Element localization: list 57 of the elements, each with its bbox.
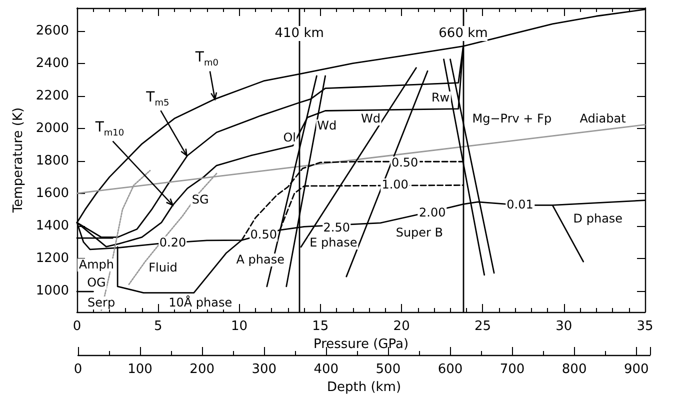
x2-tick-label: 0: [74, 362, 82, 377]
y-tick-label: 2400: [36, 56, 69, 71]
annotation: Mg−Prv + Fp: [471, 111, 553, 126]
ref-line-label: 410 km: [274, 26, 324, 41]
x2-tick-label: 400: [314, 362, 339, 377]
x2-tick-label: 700: [500, 362, 525, 377]
x2-tick-label: 800: [562, 362, 587, 377]
y-tick-label: 2600: [36, 23, 69, 38]
x-tick-label: 15: [312, 319, 329, 334]
annotation: Adiabat: [578, 111, 627, 126]
y-tick-label: 1800: [36, 153, 69, 168]
annotation: Wd: [360, 111, 382, 126]
y-tick-label: 1400: [36, 218, 69, 234]
annotation: T$_{m10}$: [94, 120, 126, 141]
annotation: A phase: [235, 252, 286, 266]
annotation: 2.00: [418, 205, 447, 220]
annotation: 0.20: [158, 236, 188, 250]
x-tick-label: 20: [393, 319, 410, 334]
annotation: Rw: [430, 90, 451, 104]
annotation: SG: [190, 192, 210, 207]
x2-tick-label: 300: [252, 362, 277, 377]
x2-tick-label: 900: [624, 362, 649, 377]
x-tick-label: 25: [474, 319, 491, 334]
x-tick-label: 35: [636, 319, 654, 334]
x2-tick-label: 200: [190, 362, 214, 377]
annotation: Amph: [78, 257, 116, 272]
x-tick-label: 10: [231, 319, 248, 334]
y-tick-label: 1000: [36, 283, 69, 298]
annotation: Super B: [394, 226, 444, 240]
annotation: Wd: [316, 118, 338, 132]
annotation: Serp: [86, 295, 116, 310]
y-tick-label: 1200: [36, 250, 69, 266]
annotation: 0.50: [249, 228, 278, 242]
y-tick-label: 1600: [36, 186, 69, 201]
annotation: T$_{m5}$: [145, 89, 170, 110]
x-axis-title: Pressure (GPa): [313, 337, 409, 352]
annotation: Ol: [282, 130, 297, 144]
x2-tick-label: 500: [376, 362, 401, 377]
y-tick-label: 2000: [36, 120, 69, 136]
x2-tick-label: 600: [438, 362, 463, 377]
annotation: 1.00: [380, 178, 410, 192]
x2-axis-title: Depth (km): [326, 380, 402, 395]
annotation: E phase: [308, 236, 358, 250]
x-tick-label: 5: [154, 319, 162, 334]
annotation: T$_{m0}$: [194, 50, 220, 71]
annotation: D phase: [572, 212, 624, 226]
y-tick-label: 2200: [36, 88, 69, 104]
x2-tick-label: 100: [128, 362, 152, 377]
annotation: OG: [86, 275, 107, 290]
ref-line-label: 660 km: [438, 26, 488, 41]
x-tick-label: 30: [556, 319, 572, 334]
annotation: 2.50: [322, 220, 352, 235]
x-tick-label: 0: [72, 319, 82, 334]
annotation: 0.50: [390, 156, 420, 170]
annotation: 10Å phase: [168, 295, 234, 310]
y-axis-title: Temperature (K): [11, 107, 26, 214]
annotation: Fluid: [148, 260, 178, 274]
